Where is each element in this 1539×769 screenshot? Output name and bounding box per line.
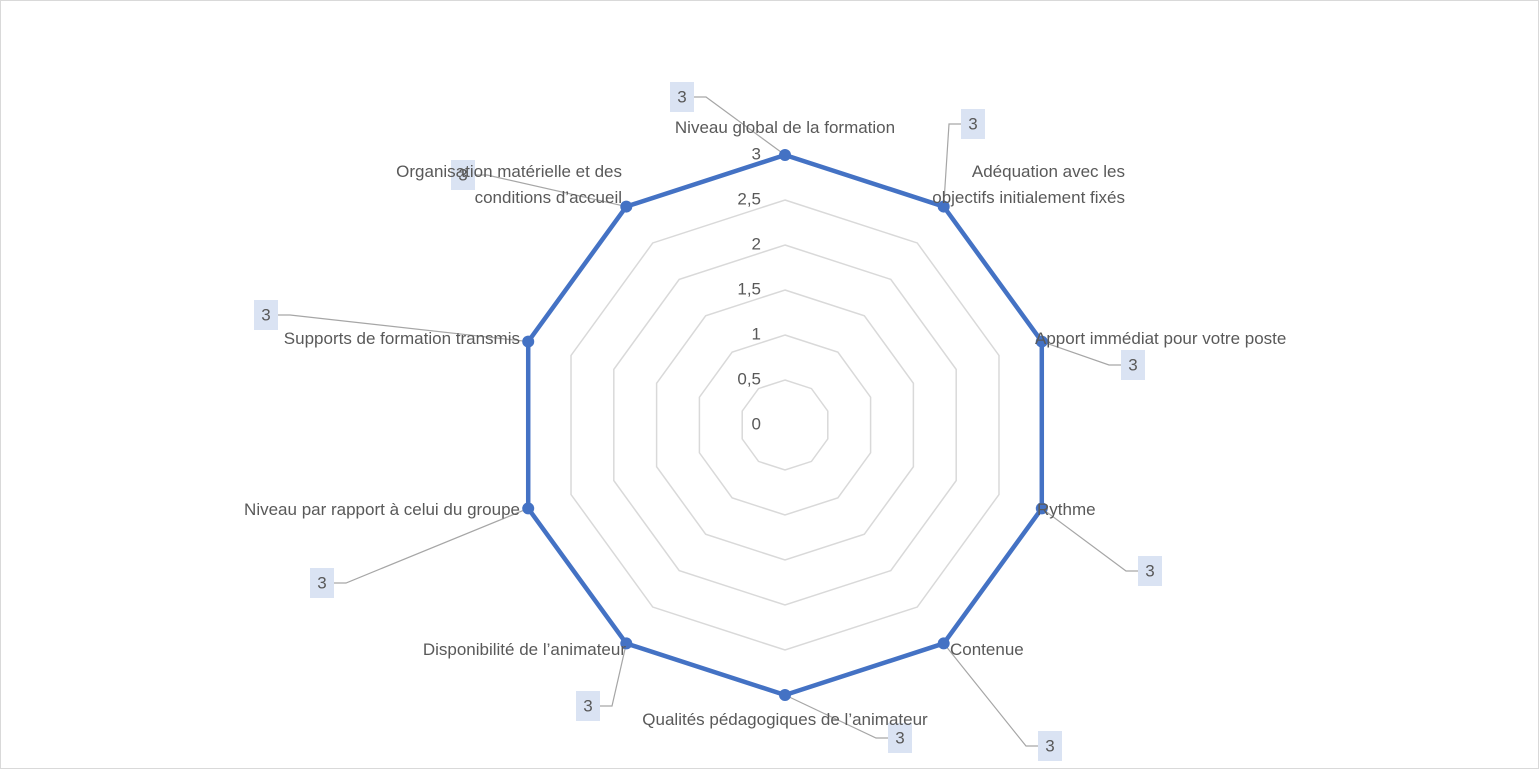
series-line [525,152,1045,698]
data-label: 3 [317,573,326,592]
marker [522,502,535,515]
data-label-box [310,568,334,598]
data-label-box [888,723,912,753]
category-label: Niveau par rapport à celui du groupe [244,500,520,519]
marker [779,689,791,701]
leader-line [1041,340,1121,366]
data-label-box [1038,731,1062,761]
grid-ring [613,244,957,606]
marker [937,200,950,213]
data-label: 3 [261,305,270,324]
marker [620,200,633,213]
data-label: 3 [458,165,467,184]
y-tick-label: 0 [752,414,761,433]
leader-line [943,643,1038,747]
leader-line [784,694,888,739]
y-tick-label: 1,5 [737,279,761,298]
leader-line [475,174,627,208]
data-label-box [1121,350,1145,380]
data-label-box [451,160,475,190]
category-label: Rythme [1037,500,1096,519]
leader-line [278,314,529,343]
category-label: Niveau global de la formation [674,118,896,137]
category-label: Apport immédiat pour votre poste [1035,329,1287,348]
data-label: 3 [968,114,977,133]
data-label-box [1138,556,1162,586]
grid-ring [698,334,872,516]
category-label: Supports de formation transmis [283,329,520,348]
data-label: 3 [1145,561,1154,580]
category-label: Adéquation avec les objectifs initialeme… [932,162,1125,207]
data-label: 3 [677,87,686,106]
y-tick-label: 0,5 [737,369,761,388]
marker [1035,502,1048,515]
category-label: Contenue [950,640,1024,659]
y-tick-label: 2 [752,234,761,253]
marker [522,335,535,348]
leader-line [943,123,961,207]
grid-ring [741,379,829,471]
grid-ring [570,199,1000,651]
marker [620,637,633,650]
leader-line [600,643,627,707]
leader-line [334,507,529,584]
y-tick-label: 3 [752,144,761,163]
data-label: 3 [1128,355,1137,374]
category-label: Organisation matérielle et des condition… [396,162,622,207]
data-label: 3 [895,728,904,747]
data-label-box [961,109,985,139]
data-label-box [576,691,600,721]
data-label: 3 [583,696,592,715]
marker [779,149,791,161]
data-label-box [254,300,278,330]
data-label-box [670,82,694,112]
leader-line [1041,507,1138,572]
leader-line [694,96,786,156]
y-tick-label: 1 [752,324,761,343]
category-label: Disponibilité de l’animateur [422,640,626,659]
marker [1035,335,1048,348]
category-label: Qualités pédagogiques de l’animateur [642,710,928,729]
data-label: 3 [1045,736,1054,755]
y-tick-label: 2,5 [737,189,761,208]
marker [937,637,950,650]
grid-ring [655,289,915,561]
